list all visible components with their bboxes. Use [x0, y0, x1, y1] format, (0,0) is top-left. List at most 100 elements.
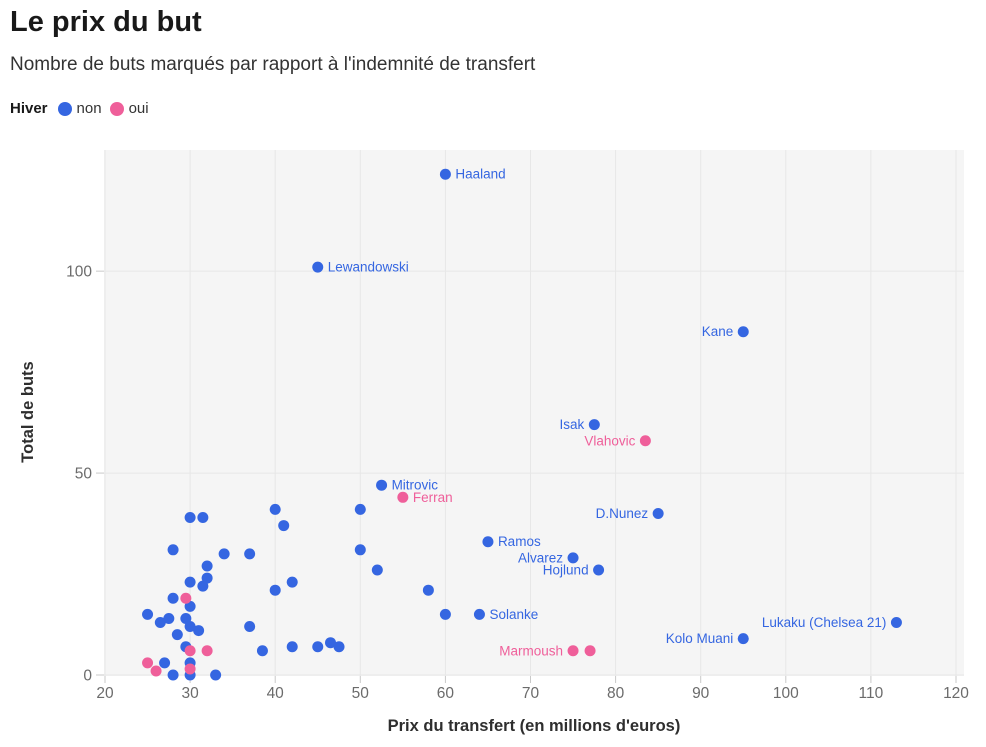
point-haaland[interactable] — [439, 168, 451, 180]
point[interactable] — [184, 576, 196, 588]
data-point-labels: Haaland Lewandowski Kane Isak Mitrovic D.Nune… — [328, 167, 887, 659]
point[interactable] — [439, 608, 451, 620]
point-ferran-label: Ferran — [413, 490, 453, 505]
point-solanke-label: Solanke — [489, 607, 538, 622]
x-tick-label: 60 — [437, 685, 455, 702]
point[interactable] — [171, 629, 183, 641]
legend-item-oui: oui — [109, 100, 149, 117]
point[interactable] — [269, 503, 281, 515]
point[interactable] — [256, 645, 268, 657]
x-tick-label: 100 — [773, 685, 799, 702]
x-tick-label: 40 — [267, 685, 285, 702]
point-marmoush[interactable] — [567, 645, 579, 657]
point[interactable] — [354, 544, 366, 556]
point[interactable] — [197, 511, 209, 523]
x-tick-label: 50 — [352, 685, 370, 702]
legend: Hiver non oui — [10, 100, 149, 117]
y-tick-label: 0 — [83, 668, 92, 685]
y-tick-label: 50 — [75, 466, 93, 483]
legend-swatch-oui-icon — [109, 101, 124, 116]
point[interactable] — [244, 548, 256, 560]
point-ferran[interactable] — [397, 491, 409, 503]
point[interactable] — [197, 580, 209, 592]
point[interactable] — [180, 592, 192, 604]
point-ramos[interactable] — [482, 536, 494, 548]
point-kolo-muani-label: Kolo Muani — [666, 631, 734, 646]
point[interactable] — [159, 657, 171, 669]
gridlines — [104, 150, 964, 676]
point[interactable] — [422, 584, 434, 596]
point-kolo-muani[interactable] — [737, 633, 749, 645]
point[interactable] — [201, 560, 213, 572]
point[interactable] — [150, 665, 162, 677]
x-tick-label: 80 — [607, 685, 625, 702]
point[interactable] — [142, 657, 154, 669]
point[interactable] — [163, 612, 175, 624]
point[interactable] — [142, 608, 154, 620]
point[interactable] — [584, 645, 596, 657]
x-tick-label: 20 — [96, 685, 114, 702]
point-kane-label: Kane — [702, 324, 734, 339]
point[interactable] — [210, 669, 222, 681]
point-marmoush-label: Marmoush — [499, 643, 563, 658]
point[interactable] — [180, 612, 192, 624]
point-alvarez-label: Alvarez — [518, 550, 563, 565]
axis-ticks — [96, 270, 957, 683]
legend-item-non-label: non — [76, 100, 102, 117]
point-lewandowski-label: Lewandowski — [328, 260, 409, 275]
point[interactable] — [184, 645, 196, 657]
legend-item-oui-label: oui — [128, 100, 149, 117]
point-lukaku-chelsea-21--label: Lukaku (Chelsea 21) — [762, 615, 887, 630]
point-mitrovic[interactable] — [376, 479, 388, 491]
x-tick-label: 120 — [943, 685, 969, 702]
point[interactable] — [201, 572, 213, 584]
point[interactable] — [325, 637, 337, 649]
point-lewandowski[interactable] — [312, 261, 324, 273]
x-tick-label: 30 — [181, 685, 199, 702]
data-points — [142, 168, 902, 681]
x-axis-title: Prix du transfert (en millions d'euros) — [388, 717, 681, 735]
point[interactable] — [218, 548, 230, 560]
point[interactable] — [184, 511, 196, 523]
point[interactable] — [167, 592, 179, 604]
point[interactable] — [184, 600, 196, 612]
point-lukaku-chelsea-21-[interactable] — [890, 616, 902, 628]
point-ramos-label: Ramos — [498, 534, 541, 549]
axis-tick-labels: 20 30 40 50 60 70 80 90 100 110 120 0 50 100 — [66, 264, 969, 702]
point[interactable] — [354, 503, 366, 515]
point[interactable] — [286, 576, 298, 588]
point[interactable] — [286, 641, 298, 653]
point[interactable] — [333, 641, 345, 653]
point[interactable] — [167, 544, 179, 556]
point-hojlund-label: Hojlund — [543, 562, 589, 577]
page-subtitle: Nombre de buts marqués par rapport à l'i… — [10, 54, 536, 75]
point-kane[interactable] — [737, 326, 749, 338]
point[interactable] — [278, 520, 290, 532]
x-tick-label: 90 — [692, 685, 710, 702]
point[interactable] — [244, 621, 256, 633]
point[interactable] — [201, 645, 213, 657]
point-vlahovic-label: Vlahovic — [584, 433, 635, 448]
point[interactable] — [269, 584, 281, 596]
point[interactable] — [184, 621, 196, 633]
point[interactable] — [312, 641, 324, 653]
point[interactable] — [371, 564, 383, 576]
point-vlahovic[interactable] — [639, 435, 651, 447]
plot-area — [104, 150, 964, 676]
point-d-nunez-label: D.Nunez — [596, 506, 649, 521]
point[interactable] — [193, 625, 205, 637]
point-isak[interactable] — [588, 419, 600, 431]
point-isak-label: Isak — [560, 417, 585, 432]
point-mitrovic-label: Mitrovic — [392, 478, 439, 493]
point[interactable] — [154, 616, 166, 628]
point-solanke[interactable] — [473, 608, 485, 620]
page-title: Le prix du but — [10, 6, 202, 38]
point[interactable] — [167, 669, 179, 681]
point-d-nunez[interactable] — [652, 507, 664, 519]
point[interactable] — [184, 663, 196, 675]
legend-swatch-non-icon — [57, 101, 72, 116]
point-hojlund[interactable] — [593, 564, 605, 576]
point-alvarez[interactable] — [567, 552, 579, 564]
